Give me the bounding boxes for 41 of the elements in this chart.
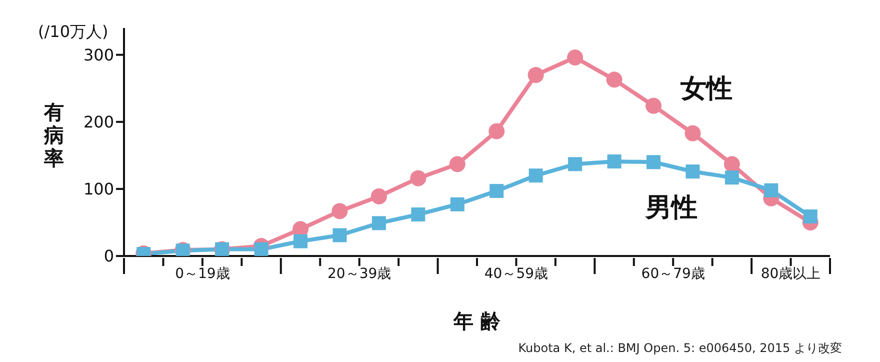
text: 40～59歳	[483, 265, 550, 283]
y-tick-label: 0	[104, 246, 114, 266]
text: 0～19歳	[174, 265, 231, 283]
series-label: 女性	[680, 74, 732, 104]
x-axis-title: 年 齢	[452, 309, 502, 333]
point	[724, 156, 740, 172]
point	[684, 125, 701, 142]
point	[490, 184, 504, 198]
point	[254, 242, 268, 256]
point	[764, 183, 778, 198]
point	[724, 170, 739, 185]
y-tick-label: 100	[83, 180, 114, 199]
point	[294, 234, 308, 248]
point	[646, 98, 662, 114]
point	[607, 154, 622, 168]
point	[410, 170, 426, 186]
text: (/10万人)	[38, 22, 108, 43]
point	[528, 168, 543, 183]
point	[686, 164, 700, 179]
y-tick-label: 200	[83, 112, 114, 132]
point	[568, 157, 582, 172]
series-label: 男性	[644, 193, 698, 224]
point	[528, 66, 544, 83]
y-tick-label: 300	[83, 46, 114, 65]
text: Kubota K, et al.: BMJ Open. 5: e006450, 2015 より改変	[518, 340, 842, 357]
point	[449, 156, 466, 172]
text: 60～79歳	[640, 265, 706, 283]
point	[372, 216, 386, 230]
text: 80歳以上	[760, 265, 822, 283]
point	[646, 155, 660, 170]
point	[332, 203, 348, 220]
point	[450, 197, 464, 212]
y-axis-title: 有病率	[43, 100, 64, 170]
point	[606, 72, 622, 88]
point	[332, 228, 347, 242]
point	[567, 50, 584, 66]
point	[370, 188, 387, 204]
point	[411, 207, 426, 222]
point	[803, 209, 818, 224]
text: 20～39歳	[326, 265, 392, 283]
point	[488, 123, 505, 140]
